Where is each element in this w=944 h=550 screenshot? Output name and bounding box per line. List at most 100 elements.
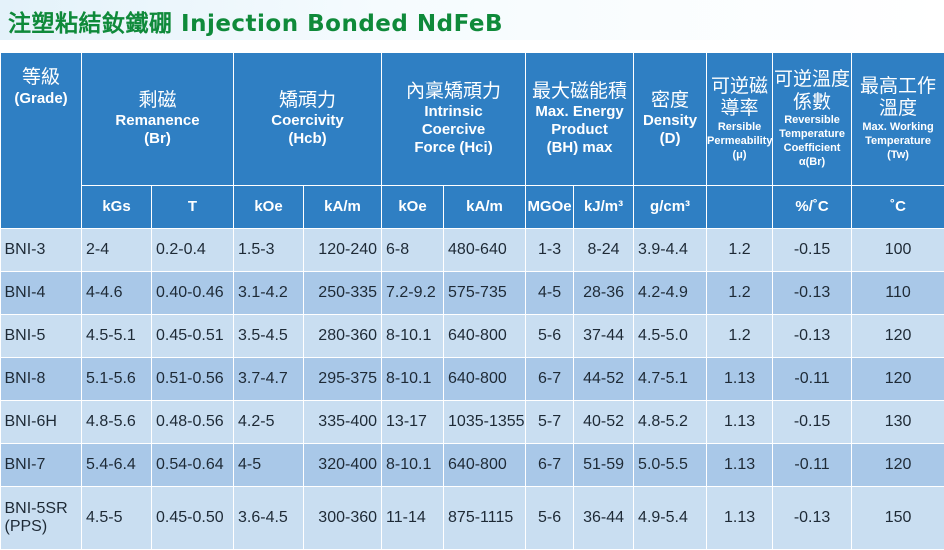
value-cell: 1.5-3 [234,229,304,272]
value-cell: 640-800 [444,315,526,358]
header-temperature-coefficient: 可逆溫度係數 Reversible Temperature Coefficien… [773,53,852,186]
unit-cell: %/˚C [773,186,852,229]
value-cell: 335-400 [304,401,382,444]
value-cell: 640-800 [444,444,526,487]
value-cell: 1.2 [707,229,773,272]
value-cell: 4.5-5.0 [634,315,707,358]
value-cell: 8-10.1 [382,444,444,487]
value-cell: 6-8 [382,229,444,272]
value-cell: 250-335 [304,272,382,315]
value-cell: 5-7 [526,401,574,444]
value-cell: 8-10.1 [382,315,444,358]
value-cell: 4.5-5.1 [82,315,152,358]
value-cell: 1-3 [526,229,574,272]
header-max-energy-product: 最大磁能積 Max. Energy Product (BH) max [526,53,634,186]
value-cell: 5.1-5.6 [82,358,152,401]
value-cell: 1.13 [707,487,773,550]
header-max-working-temperature: 最高工作溫度 Max. Working Temperature (Tw) [852,53,944,186]
grade-cell: BNI-7 [1,444,82,487]
value-cell: 4.7-5.1 [634,358,707,401]
value-cell: -0.15 [773,229,852,272]
value-cell: 4.8-5.6 [82,401,152,444]
value-cell: 1.13 [707,401,773,444]
header-row: 等級 (Grade) 剩磁 Remanence (Br) 矯頑力 Coerciv… [1,53,944,186]
title-bar: 注塑粘結釹鐵硼 Injection Bonded NdFeB [0,0,944,40]
value-cell: 640-800 [444,358,526,401]
value-cell: 1.2 [707,315,773,358]
value-cell: -0.13 [773,487,852,550]
value-cell: 4-5 [234,444,304,487]
value-cell: 8-10.1 [382,358,444,401]
value-cell: 0.45-0.50 [152,487,234,550]
value-cell: 51-59 [574,444,634,487]
value-cell: 0.54-0.64 [152,444,234,487]
value-cell: 5.0-5.5 [634,444,707,487]
unit-cell: kA/m [444,186,526,229]
value-cell: 110 [852,272,944,315]
value-cell: 1.13 [707,444,773,487]
value-cell: 575-735 [444,272,526,315]
unit-cell: kGs [82,186,152,229]
page-title: 注塑粘結釹鐵硼 Injection Bonded NdFeB [8,4,503,38]
header-remanence: 剩磁 Remanence (Br) [82,53,234,186]
value-cell: 120 [852,315,944,358]
grade-cell: BNI-5SR(PPS) [1,487,82,550]
value-cell: 0.40-0.46 [152,272,234,315]
value-cell: 3.5-4.5 [234,315,304,358]
unit-cell: g/cm³ [634,186,707,229]
value-cell: 0.45-0.51 [152,315,234,358]
value-cell: 11-14 [382,487,444,550]
unit-cell: kJ/m³ [574,186,634,229]
value-cell: 0.48-0.56 [152,401,234,444]
header-grade: 等級 (Grade) [1,53,82,229]
value-cell: 120-240 [304,229,382,272]
value-cell: 4-4.6 [82,272,152,315]
value-cell: 3.7-4.7 [234,358,304,401]
header-permeability: 可逆磁導率 Rersible Permeability (μ) [707,53,773,186]
value-cell: 5.4-6.4 [82,444,152,487]
value-cell: 4.2-5 [234,401,304,444]
header-coercivity: 矯頑力 Coercivity (Hcb) [234,53,382,186]
value-cell: 8-24 [574,229,634,272]
value-cell: 130 [852,401,944,444]
unit-cell [707,186,773,229]
value-cell: -0.11 [773,444,852,487]
value-cell: 4-5 [526,272,574,315]
value-cell: 6-7 [526,444,574,487]
unit-row: kGs T kOe kA/m kOe kA/m MGOe kJ/m³ g/cm³… [1,186,944,229]
grade-cell: BNI-3 [1,229,82,272]
unit-cell: ˚C [852,186,944,229]
value-cell: 875-1115 [444,487,526,550]
value-cell: 4.2-4.9 [634,272,707,315]
unit-cell: kOe [234,186,304,229]
value-cell: 120 [852,444,944,487]
value-cell: 3.6-4.5 [234,487,304,550]
header-density: 密度 Density (D) [634,53,707,186]
value-cell: 40-52 [574,401,634,444]
value-cell: 0.51-0.56 [152,358,234,401]
value-cell: 1.2 [707,272,773,315]
value-cell: 1.13 [707,358,773,401]
grade-cell: BNI-4 [1,272,82,315]
value-cell: 3.1-4.2 [234,272,304,315]
value-cell: 5-6 [526,487,574,550]
value-cell: 37-44 [574,315,634,358]
value-cell: 320-400 [304,444,382,487]
value-cell: 28-36 [574,272,634,315]
value-cell: 3.9-4.4 [634,229,707,272]
value-cell: 44-52 [574,358,634,401]
unit-cell: MGOe [526,186,574,229]
value-cell: 13-17 [382,401,444,444]
value-cell: 100 [852,229,944,272]
unit-cell: kOe [382,186,444,229]
value-cell: 5-6 [526,315,574,358]
value-cell: -0.13 [773,315,852,358]
value-cell: 4.9-5.4 [634,487,707,550]
value-cell: 1035-1355 [444,401,526,444]
